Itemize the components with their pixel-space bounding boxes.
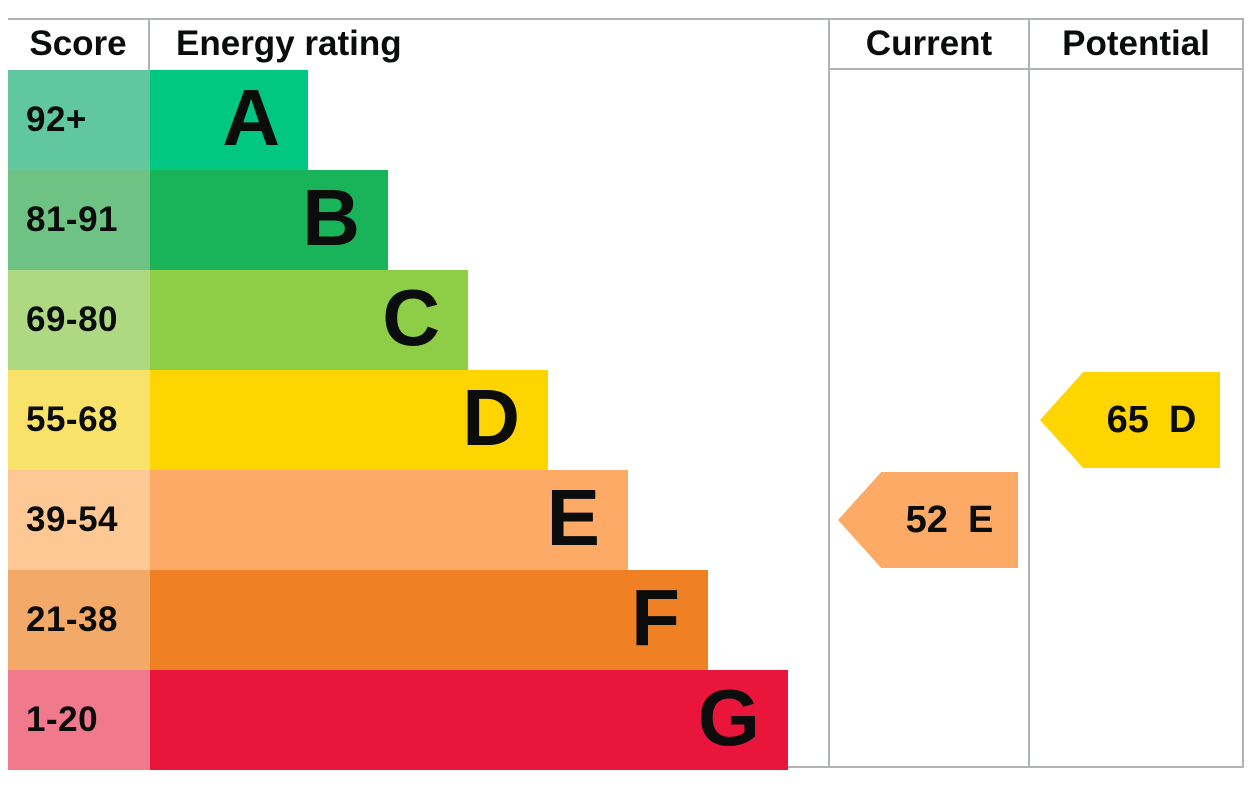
current-rating-band: E: [967, 499, 994, 541]
rating-letter: D: [462, 373, 520, 462]
rating-bar: D: [150, 370, 548, 470]
rating-letter: F: [631, 573, 680, 662]
potential-rating-band: D: [1168, 399, 1197, 441]
score-cell: 39-54: [8, 470, 150, 570]
rating-bar: G: [150, 670, 788, 770]
current-column-divider: [828, 20, 830, 766]
current-rating-arrow: 52 E: [838, 472, 1018, 568]
current-rating-value: 52: [905, 499, 948, 541]
band-row: 55-68 D: [8, 370, 788, 470]
epc-rating-chart: Score Energy rating Current Potential 92…: [8, 18, 1244, 770]
rating-bar: B: [150, 170, 388, 270]
band-row: 81-91 B: [8, 170, 788, 270]
potential-column-divider: [1028, 20, 1030, 766]
band-rows: 92+ A 81-91 B 69-80 C 55-68 D: [8, 70, 788, 770]
rating-bar: C: [150, 270, 468, 370]
rating-bar: A: [150, 70, 308, 170]
score-cell: 69-80: [8, 270, 150, 370]
score-cell: 21-38: [8, 570, 150, 670]
band-row: 92+ A: [8, 70, 788, 170]
rating-letter: C: [382, 273, 440, 362]
score-cell: 81-91: [8, 170, 150, 270]
potential-header: Potential: [1028, 20, 1242, 70]
band-row: 39-54 E: [8, 470, 788, 570]
rating-letter: B: [302, 173, 360, 262]
rating-letter: G: [697, 673, 760, 762]
score-cell: 55-68: [8, 370, 150, 470]
potential-rating-arrow: 65 D: [1040, 372, 1220, 468]
header-row: Score Energy rating Current Potential: [8, 20, 1242, 70]
band-row: 69-80 C: [8, 270, 788, 370]
band-row: 1-20 G: [8, 670, 788, 770]
rating-letter: A: [222, 73, 280, 162]
score-cell: 1-20: [8, 670, 150, 770]
energy-rating-header: Energy rating: [176, 24, 402, 63]
score-cell: 92+: [8, 70, 150, 170]
potential-rating-value: 65: [1106, 399, 1149, 441]
rating-bar: E: [150, 470, 628, 570]
rating-bar: F: [150, 570, 708, 670]
current-header: Current: [828, 20, 1028, 70]
rating-letter: E: [546, 473, 600, 562]
band-row: 21-38 F: [8, 570, 788, 670]
score-header: Score: [8, 20, 150, 70]
